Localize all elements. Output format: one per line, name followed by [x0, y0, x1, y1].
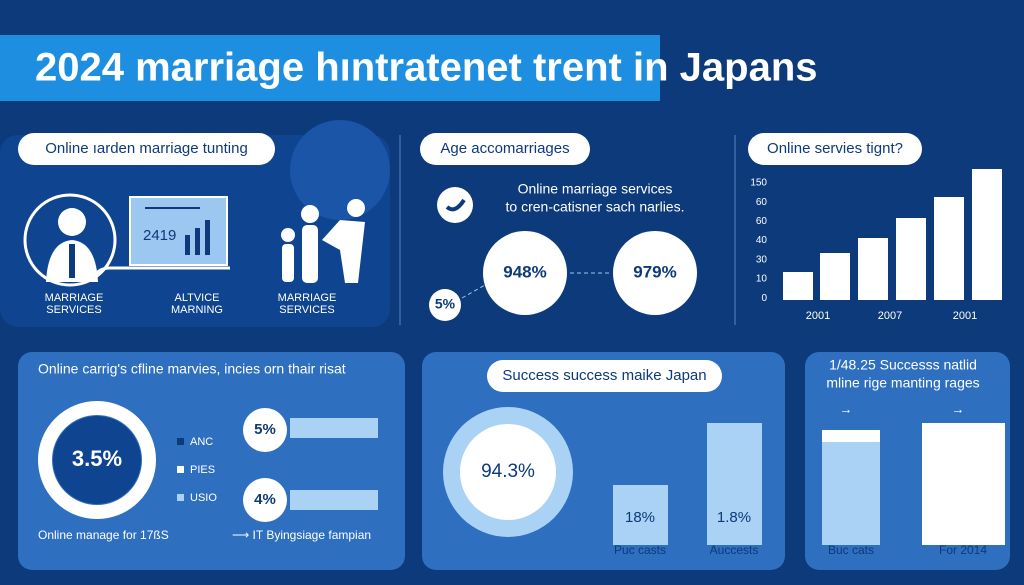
- icon: [23, 193, 117, 287]
- x-label: 2007: [878, 310, 902, 322]
- panel-header: mline rige manting rages: [826, 375, 979, 391]
- bar: [290, 418, 378, 438]
- pill: [18, 133, 275, 165]
- legend-label: USIO: [190, 492, 217, 504]
- stat-value: 5%: [254, 421, 276, 438]
- bar-label: Buc cats: [828, 543, 874, 557]
- icon: [93, 266, 230, 276]
- pill-label: Online ıarden marriage tunting: [45, 140, 248, 157]
- axis-label: 150: [750, 178, 767, 189]
- stat-value: 948%: [503, 262, 546, 281]
- axis-label: 10: [756, 274, 768, 285]
- icon: [437, 187, 473, 223]
- bar-value: 18%: [625, 509, 655, 526]
- icon-label: MARRIAGE: [45, 292, 104, 304]
- bar: [783, 169, 1002, 300]
- icon-label: MARNING: [171, 304, 223, 316]
- arrow: →: [840, 401, 853, 416]
- icon: [58, 208, 86, 236]
- bar-label: For 2014: [939, 543, 987, 557]
- x-label: 2001: [806, 310, 830, 322]
- stat-value: 4%: [254, 491, 276, 508]
- axis-label: 60: [756, 216, 768, 227]
- icon: [205, 220, 210, 255]
- pill: [748, 133, 922, 165]
- bar-label: Puc casts: [614, 543, 666, 557]
- pill: [487, 360, 722, 392]
- stat-value: 94.3%: [481, 461, 535, 482]
- connector: [461, 284, 486, 299]
- bar-value: 1.8%: [717, 509, 751, 526]
- ring-center: [460, 424, 556, 520]
- pill: [420, 133, 590, 165]
- axis-label: 30: [756, 254, 768, 265]
- title: 2024 marriage hıntratenet trent in Japan…: [35, 46, 818, 90]
- axis-label: 60: [756, 197, 768, 208]
- icon: [69, 244, 75, 278]
- caption: to cren-catisner sach narlies.: [506, 199, 685, 215]
- footer: Online manage for 17ßS: [38, 528, 169, 542]
- bar: [822, 430, 880, 545]
- panel-header: 1/48.25 Successs natlid: [829, 357, 977, 373]
- icon-label: MARRIAGE: [278, 292, 337, 304]
- legend-swatch: [177, 438, 184, 445]
- family-icon: [281, 199, 365, 283]
- icon-label: SERVICES: [46, 304, 101, 316]
- decor: [290, 120, 390, 220]
- pill-label: Age accomarriages: [440, 140, 569, 157]
- stat-circle: [243, 408, 287, 452]
- footer: ⟶ IT Byingsiage fampian: [232, 528, 371, 542]
- axis-label: 0: [761, 293, 767, 304]
- icon-label: ALTVICE: [174, 292, 219, 304]
- bar: [290, 490, 378, 510]
- stat-circle: [613, 231, 697, 315]
- donut-hole: [53, 416, 141, 504]
- stat-circle: [483, 231, 567, 315]
- stat-circle: [429, 289, 461, 321]
- stat-value: 979%: [633, 262, 676, 281]
- stat-circle: [243, 478, 287, 522]
- legend-label: ANC: [190, 436, 213, 448]
- legend-swatch: [177, 466, 184, 473]
- icon-label: SERVICES: [279, 304, 334, 316]
- legend-swatch: [177, 494, 184, 501]
- donut-ring: [38, 401, 156, 519]
- pill-label: Online servies tignt?: [767, 140, 903, 157]
- pill-label: Success success maike Japan: [502, 367, 706, 384]
- board-number: 2419: [143, 227, 176, 244]
- icon: [195, 228, 200, 255]
- donut-value: 3.5%: [72, 446, 122, 471]
- bar-cap: [822, 430, 880, 442]
- axis-label: 40: [756, 235, 768, 246]
- legend-label: PIES: [190, 464, 215, 476]
- x-label: 2001: [953, 310, 977, 322]
- arrow: →: [952, 401, 965, 416]
- icon: [185, 235, 190, 255]
- bar: [922, 423, 1005, 545]
- caption: Online marriage services: [518, 181, 673, 197]
- bar: [707, 423, 762, 545]
- title-banner: [0, 35, 660, 101]
- panel-header: Online carriɡ's cfline marvies, incies o…: [38, 361, 346, 377]
- stat-value: 5%: [435, 296, 456, 312]
- icon: [445, 198, 466, 212]
- bar: [613, 485, 668, 545]
- bar-label: Auccests: [710, 543, 759, 557]
